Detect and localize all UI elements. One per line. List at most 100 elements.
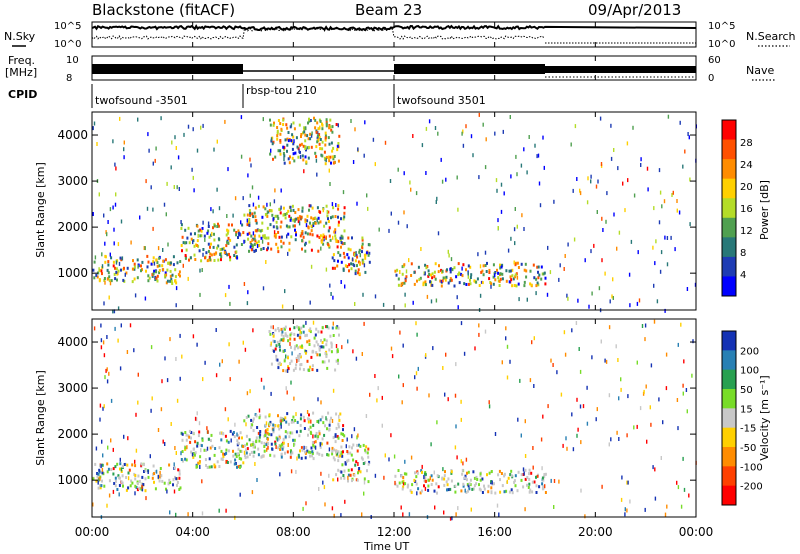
range-point <box>316 134 319 138</box>
range-point <box>233 228 236 232</box>
noise-point <box>100 323 102 328</box>
range-point <box>170 277 173 281</box>
range-point <box>223 251 226 255</box>
range-point <box>340 260 343 264</box>
range-point <box>435 482 438 486</box>
noise-point <box>99 403 102 408</box>
range-point <box>309 137 312 141</box>
range-point <box>292 152 295 156</box>
noise-point <box>228 284 230 289</box>
range-point <box>294 211 297 214</box>
range-point <box>293 347 296 351</box>
range-point <box>140 482 143 486</box>
range-point <box>271 213 274 217</box>
noise-point <box>460 459 462 464</box>
range-point <box>253 211 256 215</box>
range-point <box>368 260 371 264</box>
noise-point <box>638 298 641 303</box>
range-point <box>199 234 202 238</box>
range-point <box>490 470 493 473</box>
range-point <box>317 330 320 334</box>
range-point <box>206 259 209 263</box>
noise-point <box>457 207 459 212</box>
range-point <box>219 253 222 256</box>
range-point <box>288 161 291 165</box>
noise-point <box>539 203 542 208</box>
range-point <box>128 468 131 472</box>
noise-point <box>624 507 626 512</box>
noise-point <box>191 452 194 457</box>
noise-point <box>378 227 380 232</box>
range-point <box>299 333 302 336</box>
range-point <box>223 452 226 456</box>
range-point <box>250 450 253 454</box>
range-point <box>171 273 174 277</box>
noise-point <box>456 455 458 460</box>
range-point <box>442 276 445 280</box>
range-point <box>181 432 184 436</box>
noise-point <box>647 187 649 192</box>
range-point <box>361 238 364 242</box>
range-point <box>155 270 158 274</box>
noise-point <box>571 412 573 417</box>
noise-point <box>260 377 263 382</box>
noise-point <box>155 469 158 474</box>
range-point <box>310 446 313 450</box>
range-point <box>246 455 249 459</box>
range-point <box>394 474 397 478</box>
range-point <box>327 229 330 233</box>
noise-point <box>234 422 236 427</box>
noise-point <box>329 419 331 424</box>
noise-point <box>390 433 392 438</box>
range-point <box>279 416 282 420</box>
noise-point <box>640 157 642 162</box>
range-point <box>445 275 448 279</box>
range-point <box>284 332 287 336</box>
noise-point <box>186 445 188 450</box>
noise-point <box>441 179 444 184</box>
noise-point <box>347 475 349 480</box>
range-point <box>311 206 314 210</box>
range-point <box>334 434 337 438</box>
range-point <box>127 486 130 490</box>
range-point <box>294 228 296 232</box>
noise-point <box>506 375 509 380</box>
range-point <box>405 472 408 476</box>
range-point <box>289 337 292 341</box>
noise-point <box>105 230 107 235</box>
noise-point <box>141 484 143 489</box>
noise-point <box>127 436 129 441</box>
noise-point <box>428 393 430 398</box>
range-point <box>501 263 504 267</box>
range-point <box>309 425 312 429</box>
range-point <box>457 482 460 486</box>
range-point <box>172 478 175 482</box>
noise-point <box>163 202 166 207</box>
noise-point <box>524 454 527 458</box>
range-point <box>99 486 102 490</box>
range-point <box>501 272 504 276</box>
range-point <box>282 151 285 155</box>
range-point <box>306 340 309 344</box>
range-point <box>437 270 440 274</box>
range-point <box>316 206 319 210</box>
freq-unit: [MHz] <box>5 66 37 79</box>
range-point <box>304 147 307 150</box>
noise-point <box>272 325 274 330</box>
range-point <box>368 243 371 247</box>
noise-point <box>397 220 400 225</box>
noise-point <box>490 284 492 289</box>
noise-point <box>211 231 213 236</box>
range-point <box>303 130 306 134</box>
range-point <box>282 123 285 126</box>
range-point <box>318 136 321 140</box>
noise-point <box>340 280 342 284</box>
range-point <box>309 330 312 334</box>
noise-point <box>532 446 534 450</box>
range-point <box>331 446 334 450</box>
range-point <box>136 276 139 280</box>
range-point <box>325 124 328 128</box>
noise-point <box>243 450 246 455</box>
noise-point <box>384 453 386 458</box>
range-point <box>208 235 211 239</box>
